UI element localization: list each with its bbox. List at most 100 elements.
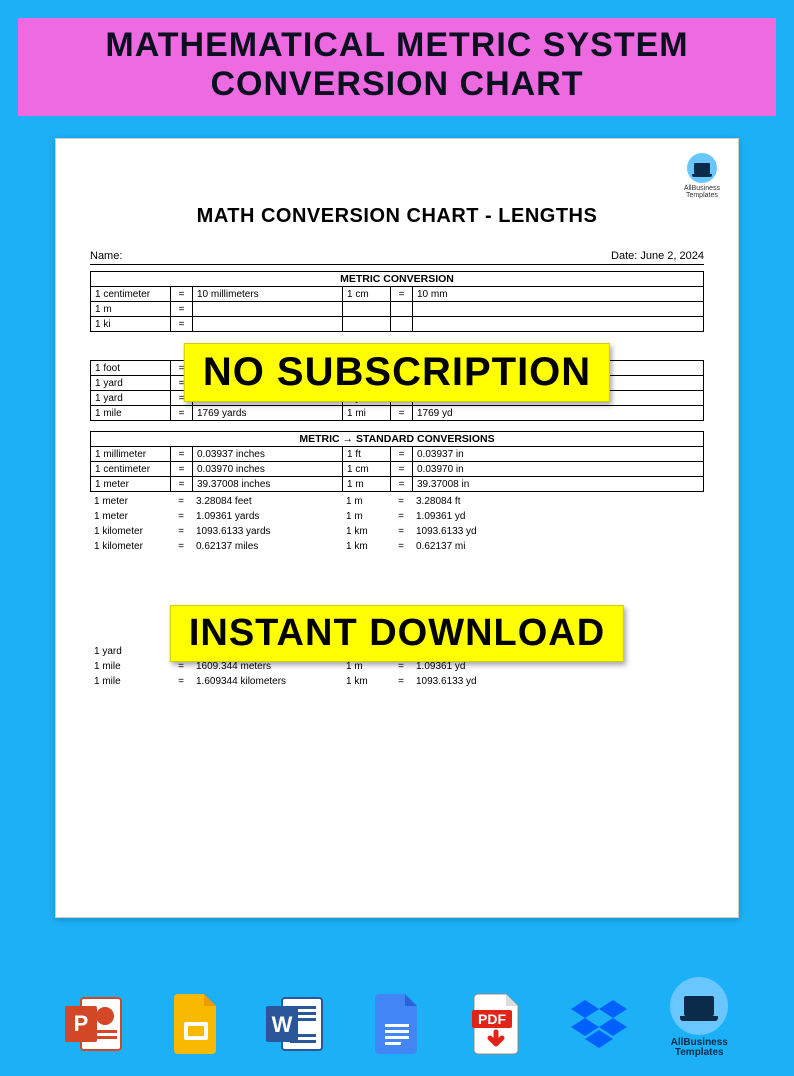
table-cell: 10 mm [413, 287, 704, 302]
table-cell: 1 ki [91, 317, 171, 332]
name-label: Name: [90, 250, 122, 262]
overlay-instant-download: INSTANT DOWNLOAD [170, 605, 624, 662]
table-cell: = [171, 477, 193, 492]
pdf-icon: PDF [462, 980, 534, 1058]
table-cell: = [170, 674, 192, 689]
table-row: 1 ki= [91, 317, 704, 332]
table-cell: 1 cm [343, 462, 391, 477]
table-cell: 1093.6133 yards [192, 524, 342, 539]
table-row: 1 kilometer=1093.6133 yards1 km=1093.613… [90, 524, 704, 539]
name-date-row: Name: Date: June 2, 2024 [90, 250, 704, 265]
table-row: 1 mile=1.609344 kilometers1 km=1093.6133… [90, 674, 704, 689]
table-cell: 1 foot [91, 361, 171, 376]
table-cell: 1 m [342, 494, 390, 509]
table-cell: 39.37008 inches [193, 477, 343, 492]
section-metric: METRIC CONVERSION 1 centimeter=10 millim… [90, 271, 704, 332]
section-m2s: METRIC → STANDARD CONVERSIONS 1 millimet… [90, 431, 704, 554]
table-cell: 1 meter [90, 494, 170, 509]
table-cell: = [170, 509, 192, 524]
table-cell: 1769 yards [193, 406, 343, 421]
table-cell: 0.62137 mi [412, 539, 704, 554]
table-cell: = [170, 524, 192, 539]
table-cell: 1 yard [91, 376, 171, 391]
table-cell: 1.09361 yards [192, 509, 342, 524]
table-cell: 0.03937 inches [193, 447, 343, 462]
table-cell: 1 cm [343, 287, 391, 302]
table-cell: 1 yard [90, 644, 170, 659]
table-cell: 10 millimeters [193, 287, 343, 302]
format-icon-row: P W [0, 980, 794, 1058]
word-icon: W [260, 980, 332, 1058]
table-cell: = [391, 447, 413, 462]
table-m2s-bordered: 1 millimeter=0.03937 inches1 ft=0.03937 … [90, 446, 704, 492]
table-cell: 1 km [342, 524, 390, 539]
brand-logo-small: AllBusinessTemplates [684, 153, 720, 199]
table-cell: 1 kilometer [90, 524, 170, 539]
title-line1: MATHEMATICAL METRIC SYSTEM [18, 26, 776, 65]
table-cell: 1 mile [90, 659, 170, 674]
table-cell: 1.609344 kilometers [192, 674, 342, 689]
section-metric-title: METRIC CONVERSION [90, 271, 704, 286]
table-cell: 1 meter [91, 477, 171, 492]
svg-text:W: W [272, 1012, 293, 1037]
table-cell: 1093.6133 yd [412, 674, 704, 689]
table-cell: 1 ft [343, 447, 391, 462]
google-slides-icon [160, 980, 232, 1058]
table-cell: 0.03970 inches [193, 462, 343, 477]
table-row: 1 meter=39.37008 inches1 m=39.37008 in [91, 477, 704, 492]
svg-text:P: P [73, 1011, 88, 1036]
table-metric: 1 centimeter=10 millimeters1 cm=10 mm1 m… [90, 286, 704, 332]
table-cell: = [171, 287, 193, 302]
table-cell: = [171, 302, 193, 317]
table-cell: 1 centimeter [91, 462, 171, 477]
overlay-no-subscription: NO SUBSCRIPTION [184, 343, 610, 402]
abt-label: AllBusinessTemplates [670, 1038, 728, 1058]
table-cell: 1 mile [91, 406, 171, 421]
table-cell: = [171, 447, 193, 462]
table-cell: = [390, 524, 412, 539]
table-cell: = [170, 539, 192, 554]
table-row: 1 meter=3.28084 feet1 m=3.28084 ft [90, 494, 704, 509]
table-cell: = [390, 509, 412, 524]
table-cell: 1.09361 yd [412, 509, 704, 524]
table-cell: 3.28084 ft [412, 494, 704, 509]
table-cell: 1 m [343, 477, 391, 492]
table-cell: 1 m [91, 302, 171, 317]
title-banner: MATHEMATICAL METRIC SYSTEM CONVERSION CH… [18, 18, 776, 116]
table-cell: = [391, 462, 413, 477]
table-cell: 1 kilometer [90, 539, 170, 554]
table-cell: = [171, 406, 193, 421]
table-cell: = [391, 287, 413, 302]
table-cell: 1 millimeter [91, 447, 171, 462]
table-row: 1 m= [91, 302, 704, 317]
allbusiness-templates-icon: AllBusinessTemplates [663, 980, 735, 1058]
document-preview: AllBusinessTemplates MATH CONVERSION CHA… [55, 138, 739, 918]
table-cell: = [390, 494, 412, 509]
table-cell: 0.03937 in [413, 447, 704, 462]
table-cell: 1 km [342, 674, 390, 689]
table-cell [391, 317, 413, 332]
table-row: 1 kilometer=0.62137 miles1 km=0.62137 mi [90, 539, 704, 554]
table-cell: = [391, 406, 413, 421]
table-cell: 1 mile [90, 674, 170, 689]
table-cell: 1 meter [90, 509, 170, 524]
table-cell: 1 mi [343, 406, 391, 421]
table-cell: 0.62137 miles [192, 539, 342, 554]
table-cell: 1 km [342, 539, 390, 554]
document-title: MATH CONVERSION CHART - LENGTHS [90, 205, 704, 228]
powerpoint-icon: P [59, 980, 131, 1058]
table-cell: = [390, 674, 412, 689]
table-cell: = [391, 477, 413, 492]
table-cell: 3.28084 feet [192, 494, 342, 509]
table-cell [413, 302, 704, 317]
table-row: 1 centimeter=10 millimeters1 cm=10 mm [91, 287, 704, 302]
table-cell: 1 centimeter [91, 287, 171, 302]
table-cell: 1769 yd [413, 406, 704, 421]
table-cell [391, 302, 413, 317]
table-cell [343, 302, 391, 317]
table-cell: 1 yard [91, 391, 171, 406]
table-row: 1 meter=1.09361 yards1 m=1.09361 yd [90, 509, 704, 524]
table-cell: 0.03970 in [413, 462, 704, 477]
table-cell [193, 317, 343, 332]
table-cell [193, 302, 343, 317]
